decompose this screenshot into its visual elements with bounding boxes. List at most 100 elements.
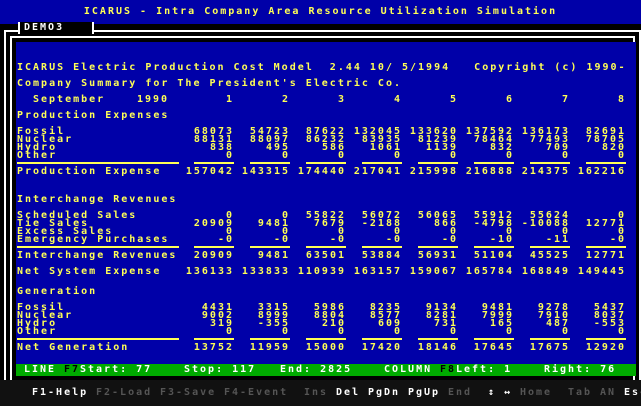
table-row-value: 87622 bbox=[305, 126, 346, 137]
total-row-value: 17675 bbox=[529, 342, 570, 353]
column-header: 5 bbox=[449, 94, 458, 105]
table-row-value: 1139 bbox=[425, 142, 458, 153]
total-row-value: 11959 bbox=[249, 342, 290, 353]
net-system-expense-row-value: 168849 bbox=[521, 266, 570, 277]
table-row-value: 0 bbox=[617, 150, 626, 161]
table-row-value: 8281 bbox=[425, 310, 458, 321]
function-key-3[interactable]: F4-Event bbox=[224, 387, 289, 398]
table-row-value: 20909 bbox=[193, 218, 234, 229]
company-summary-title: Company Summary for The President's Elec… bbox=[17, 78, 402, 89]
table-row-value: 0 bbox=[281, 150, 290, 161]
function-key-14[interactable]: Esc bbox=[624, 387, 641, 398]
table-row-value: 0 bbox=[281, 326, 290, 337]
net-system-expense-row-value: 133833 bbox=[241, 266, 290, 277]
table-row-value: 7679 bbox=[313, 218, 346, 229]
net-system-expense-row-value: 163157 bbox=[353, 266, 402, 277]
table-row-value: 9278 bbox=[537, 302, 570, 313]
table-row-value: 88131 bbox=[193, 134, 234, 145]
table-row-value: 5986 bbox=[313, 302, 346, 313]
section-title: Production Expenses bbox=[17, 110, 170, 121]
table-row-value: -553 bbox=[593, 318, 626, 329]
table-row-label: Emergency Purchases bbox=[17, 234, 170, 245]
table-row-value: 0 bbox=[225, 210, 234, 221]
function-key-bar: F1-Help F2-Load F3-Save F4-Event Ins Del PgDn P… bbox=[0, 380, 641, 406]
table-row-value: 77493 bbox=[529, 134, 570, 145]
total-row-label: Interchange Revenues bbox=[17, 250, 178, 261]
total-row-value: 13752 bbox=[193, 342, 234, 353]
table-row-value: 5437 bbox=[593, 302, 626, 313]
underline bbox=[586, 246, 626, 248]
underline bbox=[17, 246, 179, 248]
column-header: 8 bbox=[617, 94, 626, 105]
column-header: 4 bbox=[393, 94, 402, 105]
total-row-value: 214375 bbox=[521, 166, 570, 177]
function-key-12[interactable]: Tab bbox=[568, 387, 593, 398]
report-screen: ICARUS Electric Production Cost Model 2.… bbox=[16, 42, 636, 364]
column-header: 1 bbox=[225, 94, 234, 105]
function-key-11[interactable]: Home bbox=[520, 387, 553, 398]
table-row-value: 8804 bbox=[313, 310, 346, 321]
total-row-value: 17645 bbox=[473, 342, 514, 353]
table-row-value: 0 bbox=[337, 226, 346, 237]
function-key-1[interactable]: F2-Load bbox=[96, 387, 153, 398]
table-row-value: 9481 bbox=[257, 218, 290, 229]
table-row-value: 78464 bbox=[473, 134, 514, 145]
table-row-value: 0 bbox=[449, 326, 458, 337]
table-row-value: 8577 bbox=[369, 310, 402, 321]
table-row-label: Hydro bbox=[17, 142, 58, 153]
function-key-7[interactable]: PgUp bbox=[408, 387, 441, 398]
net-system-expense-row-value: 136133 bbox=[185, 266, 234, 277]
report-header-line: ICARUS Electric Production Cost Model 2.… bbox=[17, 62, 627, 73]
table-row-value: 56065 bbox=[417, 210, 458, 221]
table-row-value: 0 bbox=[337, 326, 346, 337]
table-row-value: -4798 bbox=[473, 218, 514, 229]
total-row-value: 53884 bbox=[361, 250, 402, 261]
function-key-6[interactable]: PgDn bbox=[368, 387, 401, 398]
section-title: Generation bbox=[17, 286, 98, 297]
total-row-value: 162216 bbox=[577, 166, 626, 177]
table-row-label: Fossil bbox=[17, 302, 66, 313]
total-row-value: 143315 bbox=[241, 166, 290, 177]
line-stop: Stop: 117 bbox=[184, 364, 257, 375]
underline bbox=[474, 162, 514, 164]
f8-key[interactable]: F8 bbox=[440, 364, 457, 375]
table-row-value: 9134 bbox=[425, 302, 458, 313]
function-key-13[interactable]: AN bbox=[600, 387, 617, 398]
table-row-value: 0 bbox=[449, 150, 458, 161]
table-row-value: 4431 bbox=[201, 302, 234, 313]
function-key-8[interactable]: End bbox=[448, 387, 473, 398]
function-key-4[interactable]: Ins bbox=[304, 387, 329, 398]
table-row-value: -0 bbox=[273, 234, 290, 245]
total-row-value: 18146 bbox=[417, 342, 458, 353]
function-key-5[interactable]: Del bbox=[336, 387, 361, 398]
total-row-label: Production Expense bbox=[17, 166, 162, 177]
table-row-value: 0 bbox=[281, 226, 290, 237]
table-row-value: 832 bbox=[489, 142, 514, 153]
table-row-value: 54723 bbox=[249, 126, 290, 137]
table-row-value: 0 bbox=[505, 150, 514, 161]
table-row-value: 12771 bbox=[585, 218, 626, 229]
column-header: 6 bbox=[505, 94, 514, 105]
table-row-value: 0 bbox=[393, 326, 402, 337]
function-key-10[interactable]: ↔ bbox=[504, 387, 513, 398]
column-header: 7 bbox=[561, 94, 570, 105]
table-row-value: 0 bbox=[617, 326, 626, 337]
column-header: 3 bbox=[337, 94, 346, 105]
f7-key[interactable]: F7 bbox=[64, 364, 81, 375]
table-row-value: -11 bbox=[545, 234, 570, 245]
function-key-9[interactable]: ↕ bbox=[488, 387, 497, 398]
table-row-value: 78705 bbox=[585, 134, 626, 145]
table-row-value: -0 bbox=[441, 234, 458, 245]
underline bbox=[418, 338, 458, 340]
underline bbox=[250, 162, 290, 164]
table-row-value: 137592 bbox=[465, 126, 514, 137]
total-row-value: 216888 bbox=[465, 166, 514, 177]
function-key-0[interactable]: F1-Help bbox=[32, 387, 89, 398]
table-row-label: Nuclear bbox=[17, 134, 74, 145]
function-key-2[interactable]: F3-Save bbox=[160, 387, 217, 398]
table-row-value: 609 bbox=[377, 318, 402, 329]
window-tab[interactable]: DEMO3 bbox=[18, 22, 94, 34]
table-row-value: 731 bbox=[433, 318, 458, 329]
table-row-value: -0 bbox=[217, 234, 234, 245]
underline bbox=[418, 162, 458, 164]
